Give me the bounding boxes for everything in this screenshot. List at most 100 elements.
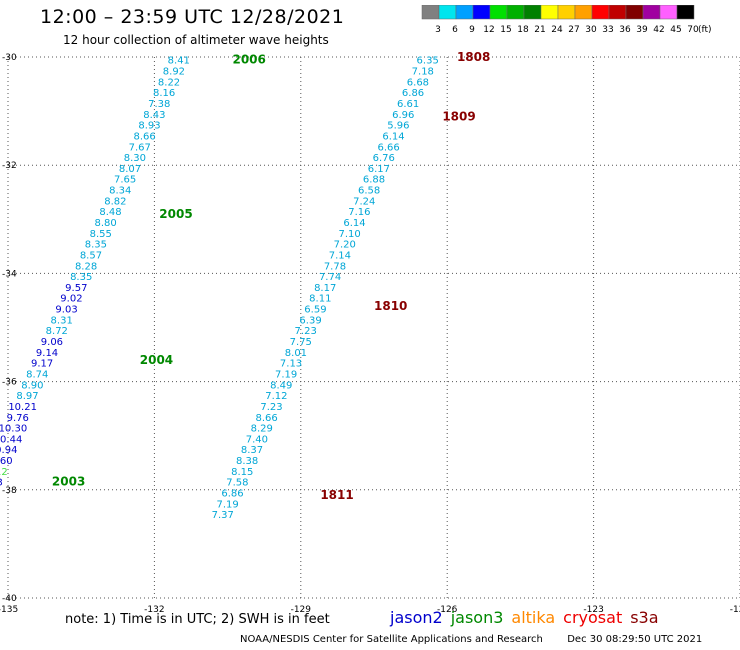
swh-value-label: 8.92 xyxy=(163,67,185,78)
swh-value-label: 8.01 xyxy=(285,348,307,359)
swh-value-label: 7.23 xyxy=(260,402,282,413)
swh-value-label: 9.14 xyxy=(36,348,58,359)
swh-value-label: 7.10 xyxy=(338,229,360,240)
swh-value-label: 6.58 xyxy=(358,186,380,197)
swh-value-label: 8.66 xyxy=(256,413,278,424)
track-time-label: 2003 xyxy=(52,475,85,489)
swh-value-label: 10.94 xyxy=(0,445,17,456)
swh-value-label: 8.93 xyxy=(138,121,160,132)
swh-value-label: 6.96 xyxy=(392,110,414,121)
y-tick-label: -40 xyxy=(2,594,17,604)
swh-value-label: 6.14 xyxy=(343,218,365,229)
swh-value-label: 8.90 xyxy=(21,380,43,391)
swh-value-label: 7.75 xyxy=(290,337,312,348)
swh-value-label: 8.07 xyxy=(119,164,141,175)
swh-value-label: 7.19 xyxy=(216,499,238,510)
swh-value-label: 7.40 xyxy=(246,434,268,445)
colorbar-swatch xyxy=(676,5,695,20)
swh-value-label: 8.49 xyxy=(270,380,292,391)
swh-value-label: 5.96 xyxy=(387,121,409,132)
swh-value-label: 7.67 xyxy=(129,142,151,153)
track-time-label: 1810 xyxy=(374,299,407,313)
swh-value-label: 8.48 xyxy=(99,207,121,218)
swh-value-label: 8.35 xyxy=(70,272,92,283)
swh-value-label: 8.28 xyxy=(75,261,97,272)
track-time-label: 1809 xyxy=(442,110,475,124)
swh-value-label: 6.35 xyxy=(417,56,439,67)
swh-value-label: 7.24 xyxy=(353,196,375,207)
swh-value-label: 7.16 xyxy=(348,207,370,218)
colorbar-label: 21 xyxy=(534,25,545,35)
colorbar-label: 39 xyxy=(636,25,648,35)
satellite-legend-item: s3a xyxy=(630,608,659,627)
swh-value-label: 8.34 xyxy=(109,186,131,197)
swh-value-label: 8.29 xyxy=(251,424,273,435)
swh-value-label: 8.38 xyxy=(236,456,258,467)
colorbar-label: 3 xyxy=(435,25,441,35)
credit-line: NOAA/NESDIS Center for Satellite Applica… xyxy=(240,634,702,645)
swh-value-label: 6.39 xyxy=(299,315,321,326)
swh-value-label: 7.19 xyxy=(275,369,297,380)
x-tick-label: -120 xyxy=(730,605,740,615)
swh-value-label: 8.30 xyxy=(124,153,146,164)
swh-value-label: 7.37 xyxy=(212,510,234,521)
swh-value-label: 8.55 xyxy=(90,229,112,240)
swh-value-label: 7.18 xyxy=(412,67,434,78)
swh-value-label: 11.60 xyxy=(0,456,13,467)
swh-value-label: 8.17 xyxy=(314,283,336,294)
track-time-label: 2006 xyxy=(232,53,265,67)
swh-value-label: 10.44 xyxy=(0,434,22,445)
swh-value-label: 8.41 xyxy=(168,56,190,67)
swh-value-label: 8.97 xyxy=(16,391,38,402)
colorbar-label: 36 xyxy=(619,25,631,35)
wave-height-colorbar: 3 6 9 12 15 18 21 24 27 30 33 36 39 42 45 70 (ft) xyxy=(421,5,712,35)
colorbar-label: 33 xyxy=(602,25,613,35)
colorbar-label: 27 xyxy=(568,25,579,35)
swh-value-label: 7.13 xyxy=(280,359,302,370)
swh-value-label: 6.86 xyxy=(402,88,424,99)
swh-value-label: 6.66 xyxy=(378,142,400,153)
track-time-label: 1808 xyxy=(457,50,490,64)
y-tick-label: -32 xyxy=(2,161,17,171)
swh-value-label: 6.17 xyxy=(368,164,390,175)
swh-value-label: 7.12 xyxy=(265,391,287,402)
swh-value-label: 7.65 xyxy=(114,175,136,186)
swh-value-label: 9.06 xyxy=(41,337,63,348)
colorbar-label: 70 xyxy=(687,25,699,35)
colorbar-label: 42 xyxy=(653,25,664,35)
swh-value-label: 6.86 xyxy=(221,489,243,500)
swh-value-label: 10.43 xyxy=(0,478,3,489)
swh-value-label: 8.31 xyxy=(51,315,73,326)
swh-value-label: 8.82 xyxy=(104,196,126,207)
swh-value-label: 7.23 xyxy=(295,326,317,337)
satellite-legend-item: cryosat xyxy=(563,608,623,627)
swh-value-label: 8.66 xyxy=(134,131,156,142)
swh-value-label: 10.21 xyxy=(8,402,37,413)
swh-value-label: 8.37 xyxy=(241,445,263,456)
swh-value-label: 8.11 xyxy=(309,294,331,305)
swh-value-label: 6.76 xyxy=(373,153,395,164)
colorbar-label: 12 xyxy=(483,25,494,35)
swh-value-label: 6.68 xyxy=(407,77,429,88)
credit-text: NOAA/NESDIS Center for Satellite Applica… xyxy=(240,634,543,645)
x-tick-label: -129 xyxy=(291,605,312,615)
swh-value-label: 8.72 xyxy=(46,326,68,337)
track-time-label: 2005 xyxy=(159,207,192,221)
swh-value-label: 7.74 xyxy=(319,272,341,283)
swh-value-label: 12.12 xyxy=(0,467,8,478)
y-tick-label: -36 xyxy=(2,378,17,388)
swh-value-label: 7.38 xyxy=(148,99,170,110)
swh-value-label: 9.76 xyxy=(7,413,29,424)
swh-value-label: 9.03 xyxy=(55,305,77,316)
swh-value-label: 8.16 xyxy=(153,88,175,99)
colorbar-label: 18 xyxy=(517,25,529,35)
y-tick-label: -38 xyxy=(2,486,17,496)
generated-timestamp: Dec 30 08:29:50 UTC 2021 xyxy=(567,634,703,645)
track-time-label: 1811 xyxy=(320,488,353,502)
swh-value-label: 7.20 xyxy=(334,240,356,251)
swh-value-label: 8.35 xyxy=(85,240,107,251)
swh-value-label: 8.22 xyxy=(158,77,180,88)
footnote: note: 1) Time is in UTC; 2) SWH is in fe… xyxy=(65,612,330,627)
